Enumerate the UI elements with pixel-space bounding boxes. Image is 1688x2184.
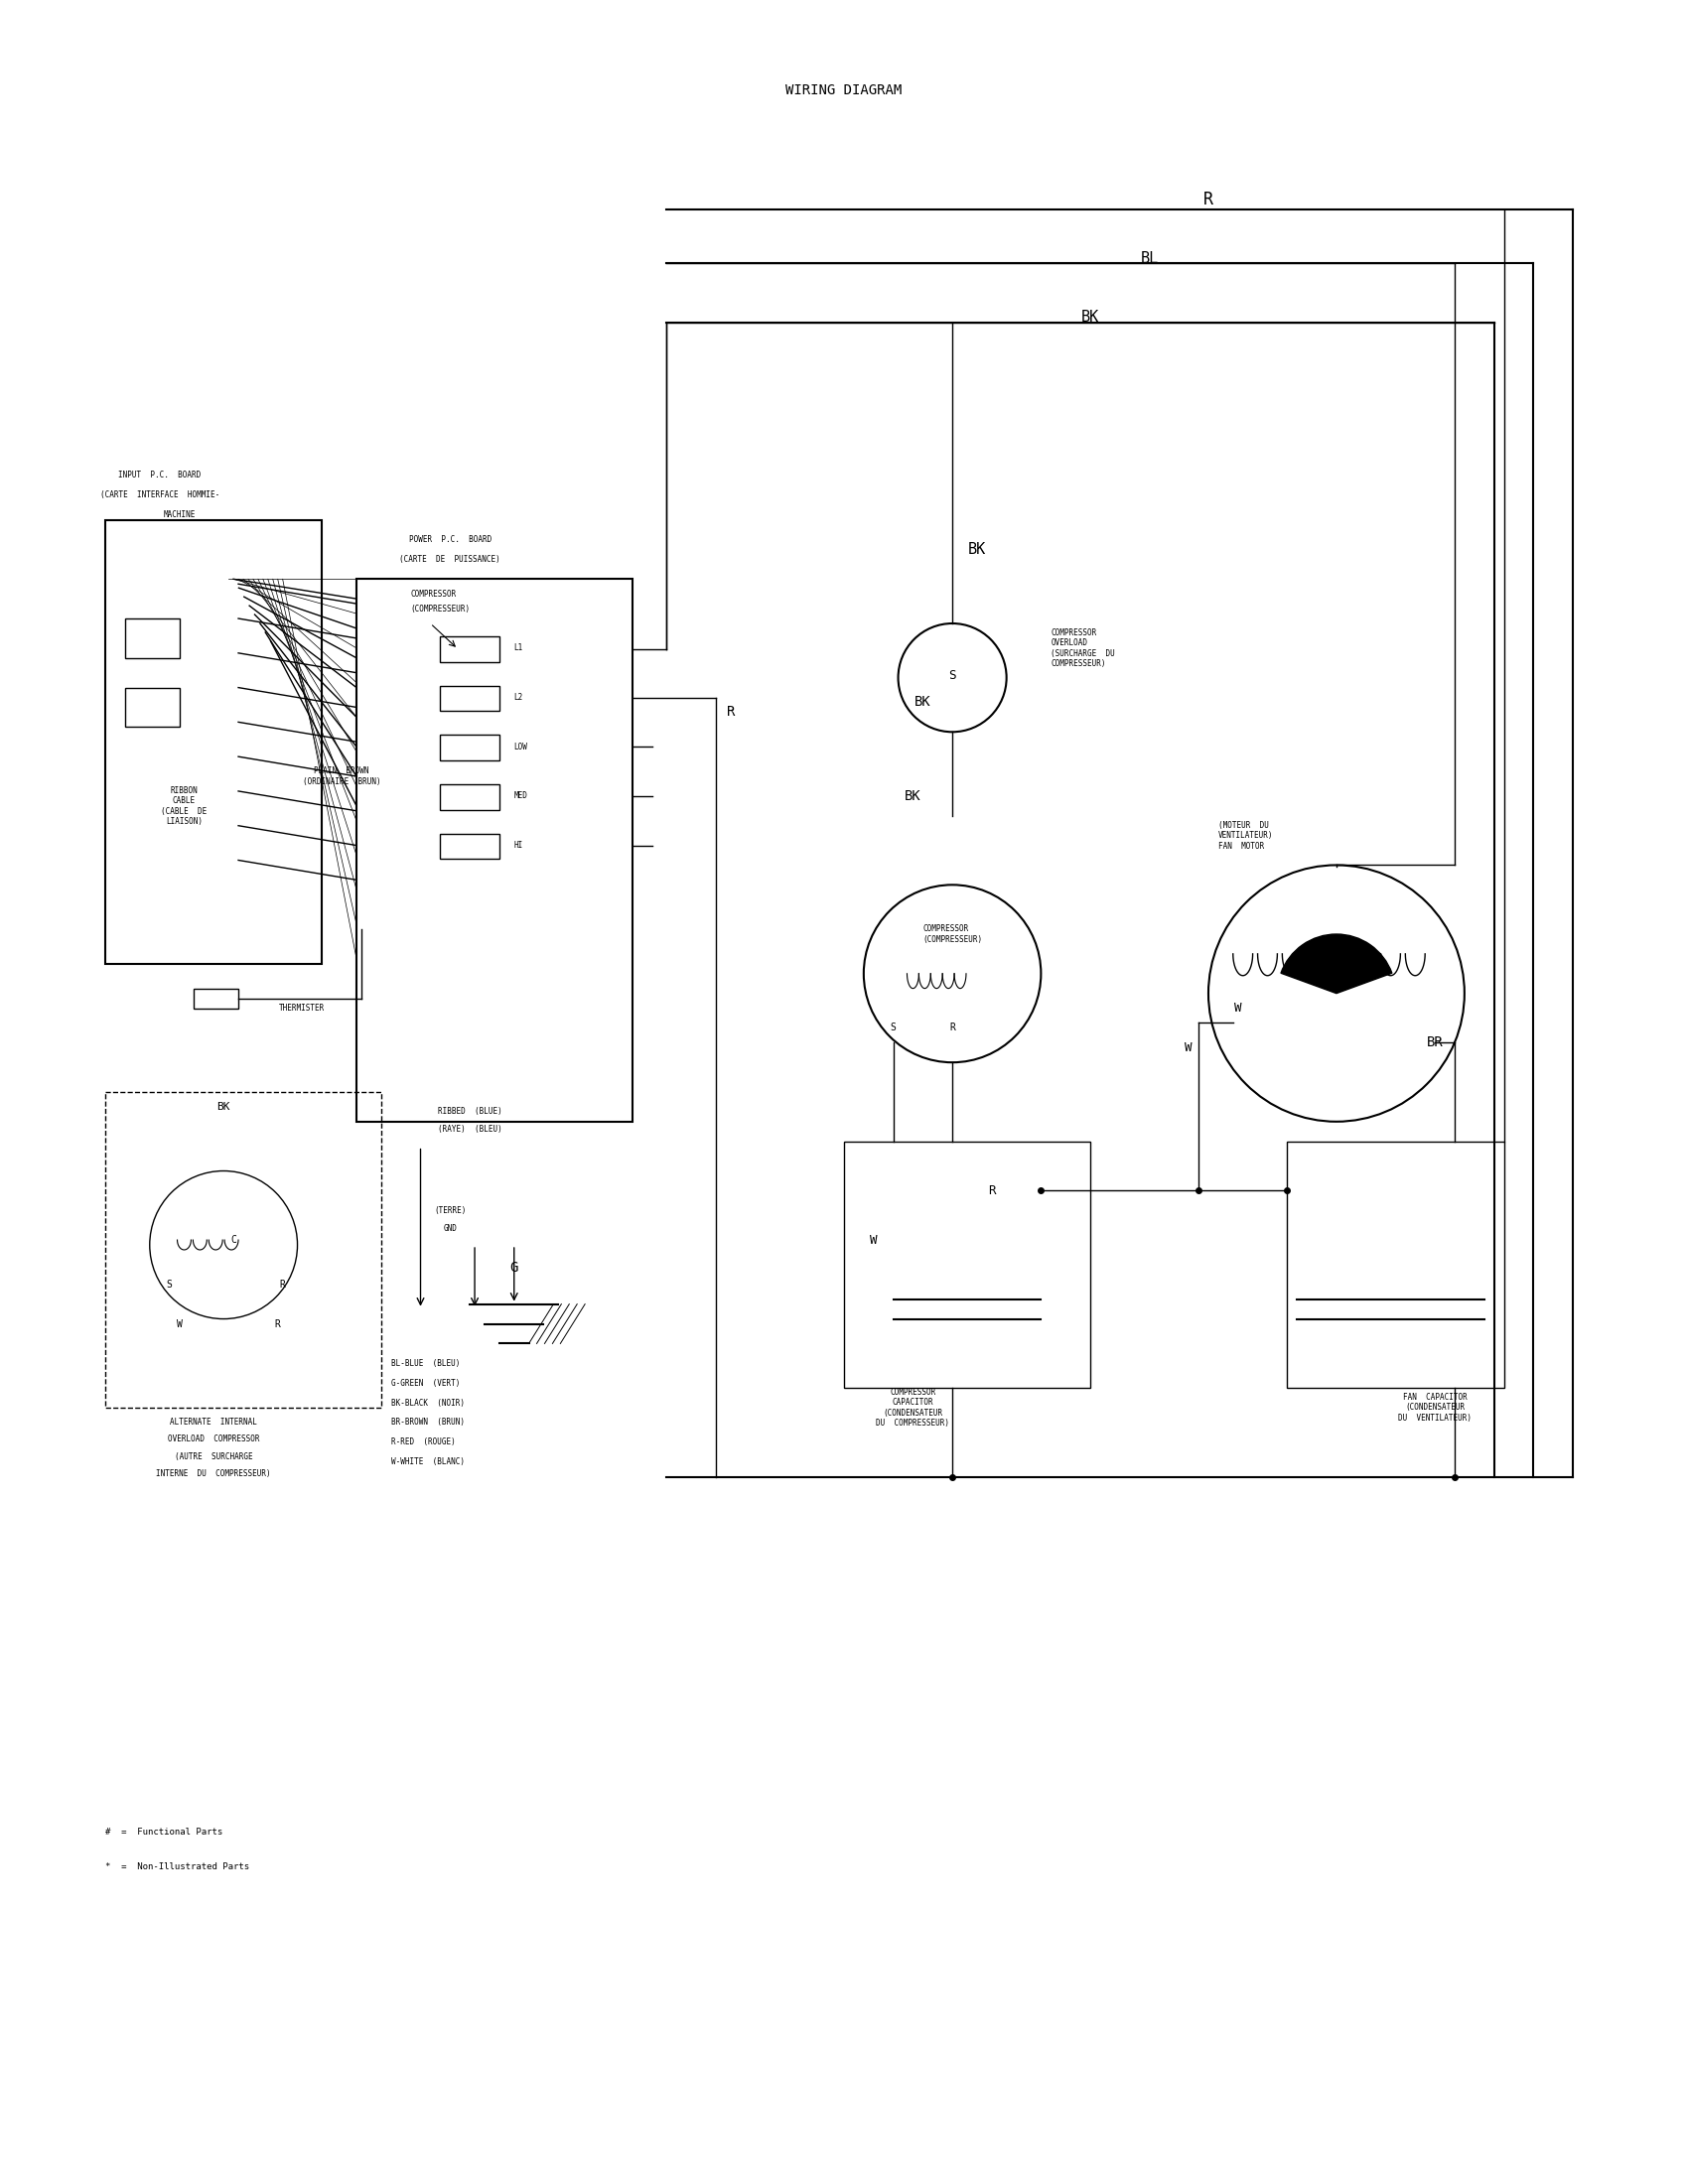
Text: S: S — [167, 1280, 172, 1289]
Text: W-WHITE  (BLANC): W-WHITE (BLANC) — [392, 1457, 464, 1465]
Text: (MOTEUR  DU
VENTILATEUR)
FAN  MOTOR: (MOTEUR DU VENTILATEUR) FAN MOTOR — [1219, 821, 1273, 850]
Text: POWER  P.C.  BOARD: POWER P.C. BOARD — [408, 535, 491, 544]
Text: RIBBED  (BLUE): RIBBED (BLUE) — [437, 1107, 501, 1116]
Text: BL: BL — [1139, 251, 1158, 266]
Text: L2: L2 — [515, 692, 523, 701]
Text: BK: BK — [967, 542, 986, 557]
Bar — [844, 1142, 1090, 1389]
Text: (CARTE  DE  PUISSANCE): (CARTE DE PUISSANCE) — [400, 555, 501, 563]
Text: BL-BLUE  (BLEU): BL-BLUE (BLEU) — [392, 1358, 459, 1367]
Bar — [194, 989, 238, 1009]
Text: R-RED  (ROUGE): R-RED (ROUGE) — [392, 1437, 456, 1446]
Text: BR-BROWN  (BRUN): BR-BROWN (BRUN) — [392, 1417, 464, 1426]
Text: R: R — [987, 1184, 996, 1197]
Bar — [105, 520, 322, 963]
Bar — [441, 784, 500, 810]
Text: COMPRESSOR
(COMPRESSEUR): COMPRESSOR (COMPRESSEUR) — [923, 924, 982, 943]
Text: PLAIN  BROWN
(ORDINAIRE  BRUN): PLAIN BROWN (ORDINAIRE BRUN) — [302, 767, 381, 786]
Text: BK: BK — [905, 788, 922, 804]
Text: R: R — [280, 1280, 285, 1289]
Text: (CARTE  INTERFACE  HOMMIE-: (CARTE INTERFACE HOMMIE- — [100, 491, 219, 500]
Text: COMPRESSOR
OVERLOAD
(SURCHARGE  DU
COMPRESSEUR): COMPRESSOR OVERLOAD (SURCHARGE DU COMPRE… — [1052, 629, 1116, 668]
Text: #  =  Functional Parts: # = Functional Parts — [105, 1828, 223, 1837]
Text: S: S — [890, 1022, 896, 1033]
Bar — [441, 636, 500, 662]
Text: R: R — [949, 1022, 955, 1033]
Text: BK-BLACK  (NOIR): BK-BLACK (NOIR) — [392, 1398, 464, 1406]
Text: LOW: LOW — [515, 743, 528, 751]
Text: W: W — [1185, 1042, 1192, 1055]
Text: INPUT  P.C.  BOARD: INPUT P.C. BOARD — [118, 472, 201, 480]
Text: R: R — [1204, 190, 1214, 207]
Text: COMPRESSOR
CAPACITOR
(CONDENSATEUR
DU  COMPRESSEUR): COMPRESSOR CAPACITOR (CONDENSATEUR DU CO… — [876, 1387, 950, 1428]
Text: W: W — [176, 1319, 182, 1328]
Wedge shape — [1281, 935, 1393, 994]
Text: S: S — [949, 668, 955, 681]
Text: COMPRESSOR: COMPRESSOR — [410, 590, 456, 598]
Text: G-GREEN  (VERT): G-GREEN (VERT) — [392, 1378, 459, 1387]
Text: L1: L1 — [515, 644, 523, 653]
Text: R: R — [275, 1319, 280, 1328]
Text: (AUTRE  SURCHARGE: (AUTRE SURCHARGE — [174, 1452, 253, 1461]
Text: INTERNE  DU  COMPRESSEUR): INTERNE DU COMPRESSEUR) — [157, 1470, 272, 1479]
Text: MED: MED — [515, 791, 528, 802]
Text: FAN  CAPACITOR
(CONDENSATEUR
DU  VENTILATEUR): FAN CAPACITOR (CONDENSATEUR DU VENTILATE… — [1398, 1393, 1472, 1422]
Bar — [125, 688, 179, 727]
Text: RIBBON
CABLE
(CABLE  DE
LIAISON): RIBBON CABLE (CABLE DE LIAISON) — [160, 786, 208, 826]
Text: MACHINE: MACHINE — [164, 511, 196, 520]
Text: WIRING DIAGRAM: WIRING DIAGRAM — [787, 83, 901, 98]
Bar — [441, 686, 500, 712]
Text: BR: BR — [1426, 1035, 1443, 1051]
Text: G: G — [510, 1260, 518, 1275]
Text: OVERLOAD  COMPRESSOR: OVERLOAD COMPRESSOR — [167, 1435, 260, 1444]
Text: W: W — [1234, 1002, 1242, 1016]
Text: BK: BK — [1080, 310, 1099, 325]
Text: ALTERNATE  INTERNAL: ALTERNATE INTERNAL — [170, 1417, 257, 1426]
Bar — [356, 579, 633, 1123]
Bar — [1288, 1142, 1504, 1389]
Text: THERMISTER: THERMISTER — [280, 1005, 326, 1013]
Bar — [125, 618, 179, 657]
Text: C: C — [231, 1234, 236, 1245]
Text: BK: BK — [915, 695, 932, 710]
Text: W: W — [869, 1234, 878, 1247]
Bar — [441, 734, 500, 760]
Text: (COMPRESSEUR): (COMPRESSEUR) — [410, 605, 471, 614]
Text: GND: GND — [444, 1223, 457, 1232]
Bar — [441, 834, 500, 858]
Text: *  =  Non-Illustrated Parts: * = Non-Illustrated Parts — [105, 1863, 250, 1872]
Text: R: R — [726, 705, 734, 719]
Text: HI: HI — [515, 841, 523, 850]
Text: BK: BK — [216, 1103, 230, 1112]
Text: (RAYE)  (BLEU): (RAYE) (BLEU) — [437, 1125, 501, 1133]
Bar — [105, 1092, 381, 1409]
Text: (TERRE): (TERRE) — [434, 1206, 466, 1214]
